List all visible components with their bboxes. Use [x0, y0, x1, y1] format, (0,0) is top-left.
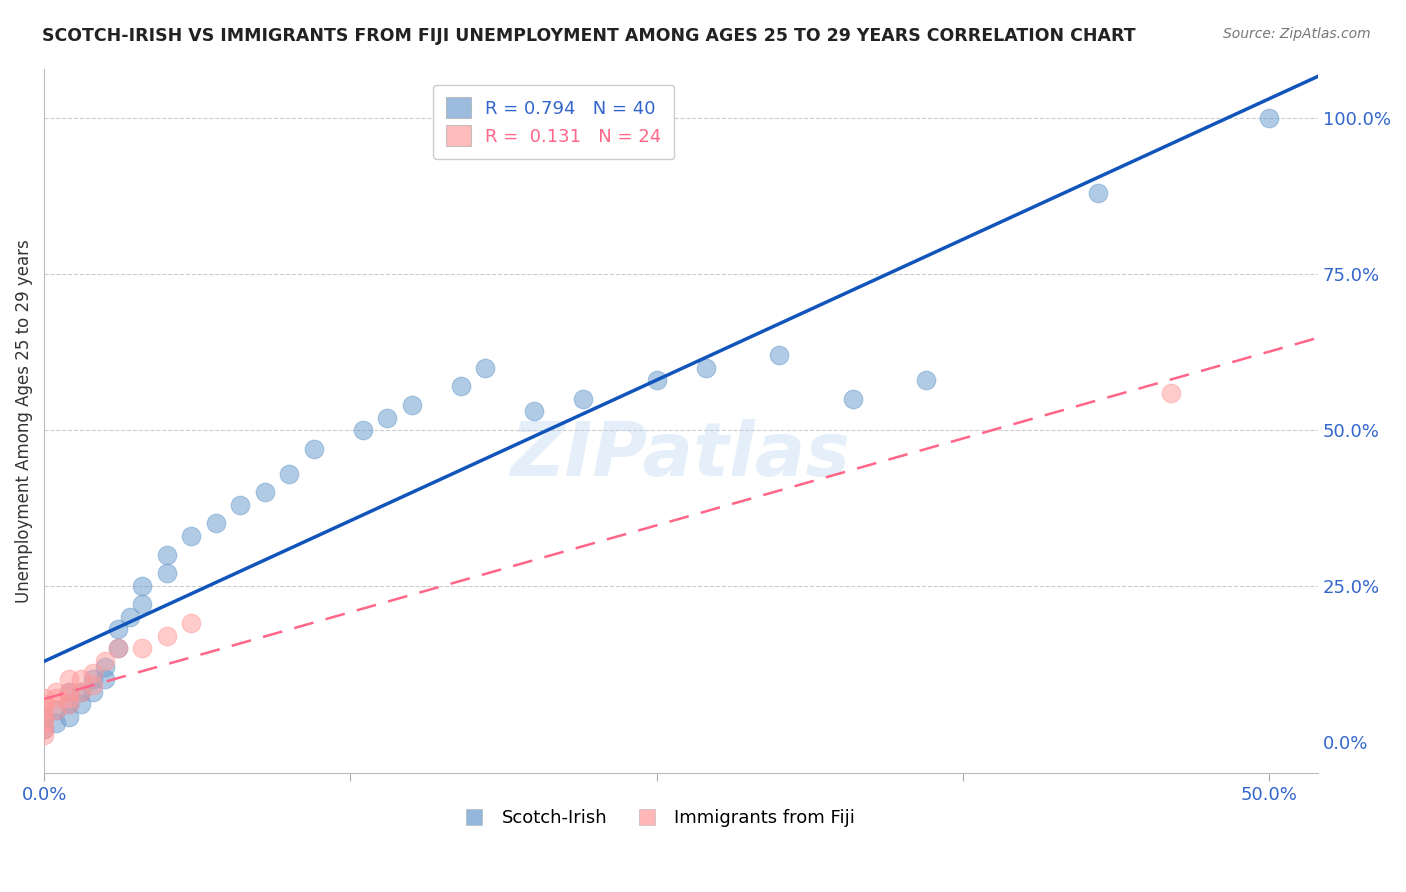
Point — [58, 697, 80, 711]
Point — [180, 529, 202, 543]
Point — [32, 722, 55, 736]
Point — [204, 516, 226, 531]
Point — [82, 673, 104, 687]
Point — [70, 697, 93, 711]
Point — [915, 373, 938, 387]
Point — [32, 703, 55, 717]
Y-axis label: Unemployment Among Ages 25 to 29 years: Unemployment Among Ages 25 to 29 years — [15, 239, 32, 602]
Point — [58, 673, 80, 687]
Point — [58, 684, 80, 698]
Point — [70, 684, 93, 698]
Text: ZIPatlas: ZIPatlas — [512, 419, 851, 492]
Point — [156, 566, 179, 581]
Point — [107, 641, 129, 656]
Point — [82, 678, 104, 692]
Point — [58, 697, 80, 711]
Point — [45, 684, 67, 698]
Point — [131, 579, 153, 593]
Point — [156, 548, 179, 562]
Point — [32, 709, 55, 723]
Point — [45, 690, 67, 705]
Point — [45, 715, 67, 730]
Point — [156, 629, 179, 643]
Point — [841, 392, 863, 406]
Point — [768, 348, 790, 362]
Point — [229, 498, 252, 512]
Point — [401, 398, 423, 412]
Point — [70, 673, 93, 687]
Point — [107, 641, 129, 656]
Point — [32, 709, 55, 723]
Point — [32, 690, 55, 705]
Text: SCOTCH-IRISH VS IMMIGRANTS FROM FIJI UNEMPLOYMENT AMONG AGES 25 TO 29 YEARS CORR: SCOTCH-IRISH VS IMMIGRANTS FROM FIJI UNE… — [42, 27, 1136, 45]
Point — [32, 728, 55, 742]
Point — [302, 442, 325, 456]
Point — [45, 703, 67, 717]
Point — [1087, 186, 1109, 201]
Point — [474, 360, 496, 375]
Point — [352, 423, 374, 437]
Point — [1160, 385, 1182, 400]
Point — [94, 654, 117, 668]
Point — [278, 467, 301, 481]
Point — [253, 485, 276, 500]
Point — [450, 379, 472, 393]
Point — [523, 404, 546, 418]
Point — [70, 684, 93, 698]
Point — [94, 660, 117, 674]
Point — [131, 598, 153, 612]
Point — [180, 616, 202, 631]
Point — [58, 690, 80, 705]
Text: Source: ZipAtlas.com: Source: ZipAtlas.com — [1223, 27, 1371, 41]
Point — [1258, 112, 1281, 126]
Point — [45, 703, 67, 717]
Point — [131, 641, 153, 656]
Point — [375, 410, 398, 425]
Point — [32, 722, 55, 736]
Point — [572, 392, 595, 406]
Point — [695, 360, 717, 375]
Point — [82, 666, 104, 681]
Point — [32, 697, 55, 711]
Point — [645, 373, 668, 387]
Point — [32, 715, 55, 730]
Point — [94, 673, 117, 687]
Point — [107, 623, 129, 637]
Point — [58, 709, 80, 723]
Point — [118, 610, 141, 624]
Legend: Scotch-Irish, Immigrants from Fiji: Scotch-Irish, Immigrants from Fiji — [449, 802, 862, 834]
Point — [58, 684, 80, 698]
Point — [82, 684, 104, 698]
